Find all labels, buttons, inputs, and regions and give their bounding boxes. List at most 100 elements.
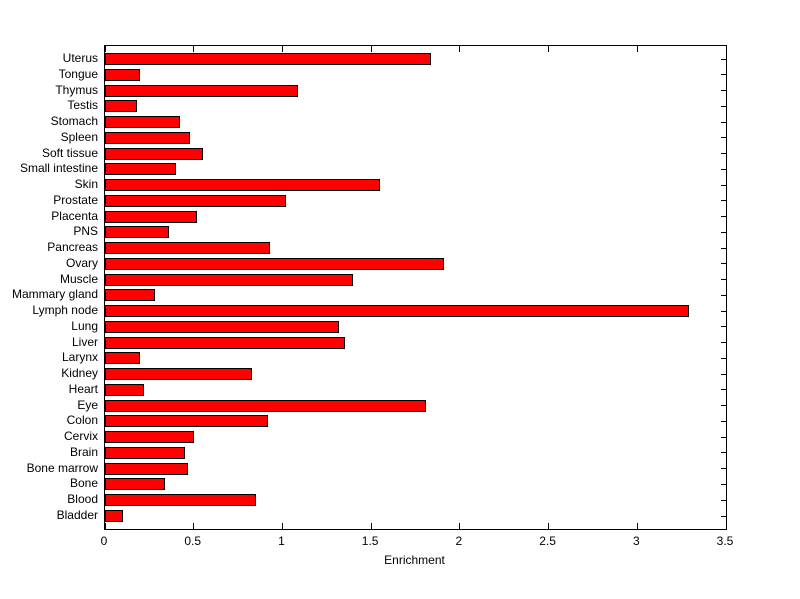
bar-liver [105,336,345,349]
plot-area [104,45,727,530]
category-label-lymph-node: Lymph node [32,303,98,318]
bar-colon [105,415,269,428]
ytick-mark-right-pns [721,231,726,233]
xtick-mark-bottom-3 [636,523,638,529]
category-label-pns: PNS [73,224,98,239]
ytick-mark-right-liver [721,342,726,344]
bar-uterus [105,53,432,65]
bar-bone-marrow [105,462,189,475]
ytick-mark-right-small-intestine [721,168,726,170]
xtick-label-3.5: 3.5 [716,534,734,548]
category-label-uterus: Uterus [62,51,98,65]
xtick-label-0: 0 [100,534,108,548]
category-label-brain: Brain [69,444,98,459]
ytick-mark-right-bladder [721,515,726,517]
ytick-mark-right-skin [721,184,726,186]
category-label-eye: Eye [77,397,98,412]
xtick-mark-top-3 [636,46,638,52]
xtick-label-1: 1 [278,534,285,548]
bar-skin [105,179,380,192]
bar-mammary-gland [105,289,155,302]
xtick-mark-top-3.5 [725,46,727,52]
ytick-mark-right-tongue [721,74,726,76]
ytick-mark-right-soft-tissue [721,153,726,155]
bar-bone [105,478,166,491]
bar-soft-tissue [105,147,203,160]
xtick-mark-bottom-2 [459,523,461,529]
category-label-ovary: Ovary [65,255,98,270]
ytick-mark-right-spleen [721,137,726,139]
bar-small-intestine [105,163,176,176]
ytick-mark-right-lymph-node [721,310,726,312]
xtick-mark-bottom-1 [281,523,283,529]
xtick-mark-top-0.5 [193,46,195,52]
xtick-label-0.5: 0.5 [184,534,202,548]
ytick-mark-right-muscle [721,279,726,281]
category-label-colon: Colon [66,413,98,428]
x-axis-title: Enrichment [384,553,445,567]
category-label-bone-marrow: Bone marrow [26,460,98,475]
xtick-label-2.5: 2.5 [539,534,556,548]
ytick-mark-right-pancreas [721,247,726,249]
xtick-mark-top-1 [281,46,283,52]
bar-tongue [105,68,141,81]
category-label-small-intestine: Small intestine [19,161,98,176]
bar-kidney [105,368,253,381]
bar-thymus [105,84,299,97]
category-label-mammary-gland: Mammary gland [11,287,98,302]
bar-lymph-node [105,305,689,318]
xtick-label-2: 2 [455,534,463,548]
category-label-spleen: Spleen [60,129,98,144]
xtick-mark-bottom-0 [104,523,106,529]
category-label-lung: Lung [71,318,98,333]
bar-placenta [105,210,198,223]
ytick-mark-right-colon [721,420,726,422]
bar-testis [105,100,137,113]
ytick-mark-right-thymus [721,90,726,92]
bar-stomach [105,116,180,129]
ytick-mark-right-stomach [721,121,726,123]
ytick-mark-right-heart [721,389,726,391]
bar-prostate [105,194,286,207]
category-label-blood: Blood [67,492,98,507]
category-label-kidney: Kidney [61,366,98,381]
ytick-mark-right-bone-marrow [721,468,726,470]
ytick-mark-right-placenta [721,216,726,218]
bar-spleen [105,131,191,144]
bar-pns [105,226,169,239]
category-label-testis: Testis [67,98,98,113]
ytick-mark-right-eye [721,405,726,407]
category-label-stomach: Stomach [50,114,98,129]
bar-blood [105,494,256,507]
ytick-mark-right-mammary-gland [721,294,726,296]
category-label-heart: Heart [68,381,98,396]
bar-muscle [105,273,354,286]
category-label-liver: Liver [71,334,98,349]
category-label-muscle: Muscle [59,271,98,286]
category-label-tongue: Tongue [58,66,98,81]
category-label-placenta: Placenta [51,208,98,223]
category-label-soft-tissue: Soft tissue [41,145,98,160]
xtick-mark-bottom-0.5 [193,523,195,529]
xtick-mark-top-2.5 [548,46,550,52]
ytick-mark-right-blood [721,499,726,501]
ytick-mark-right-ovary [721,263,726,265]
category-label-bone: Bone [69,476,98,491]
xtick-mark-top-1.5 [370,46,372,52]
category-label-bladder: Bladder [56,508,98,522]
ytick-mark-right-bone [721,483,726,485]
xtick-label-1.5: 1.5 [361,534,379,548]
bar-pancreas [105,242,270,255]
ytick-mark-right-uterus [721,58,726,60]
bar-cervix [105,431,194,444]
ytick-mark-right-brain [721,452,726,454]
category-label-pancreas: Pancreas [47,240,98,255]
xtick-mark-bottom-1.5 [370,523,372,529]
bar-heart [105,383,145,396]
ytick-mark-right-prostate [721,200,726,202]
category-label-cervix: Cervix [63,429,98,444]
bar-brain [105,446,185,459]
ytick-mark-right-lung [721,326,726,328]
xtick-mark-bottom-3.5 [725,523,727,529]
